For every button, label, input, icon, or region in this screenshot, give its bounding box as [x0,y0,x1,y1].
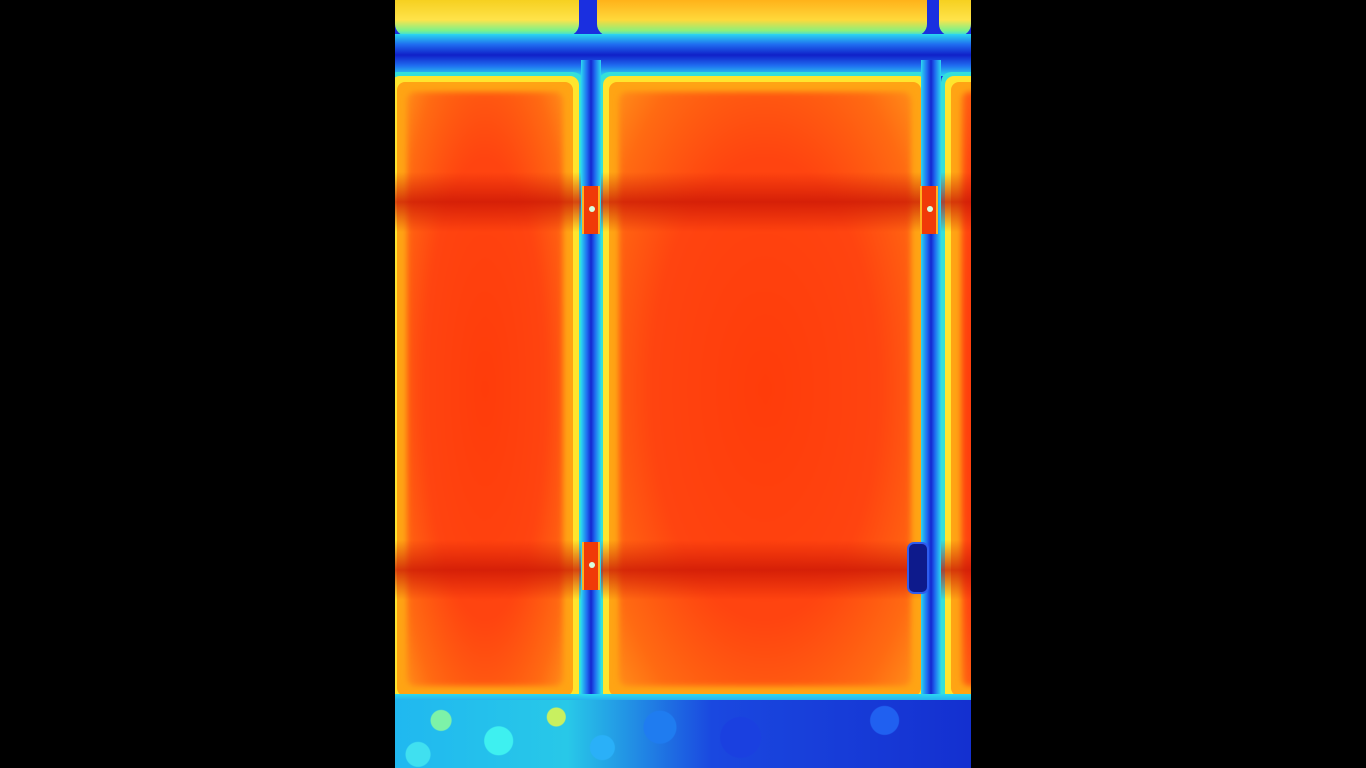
hot-clamp-upper-left [582,186,600,234]
hot-clamp-upper-right [920,186,938,234]
vertical-frame-rail-right [921,60,941,710]
hot-clamp-lower-left [582,542,600,590]
upper-panel-left [395,0,579,36]
ground [395,700,971,768]
upper-panel-center [597,0,927,36]
solar-panel-left [395,72,583,706]
solar-panel-center [599,72,931,706]
letterbox-left [0,0,395,768]
cold-clamp-lower-right [907,542,929,594]
letterbox-right [971,0,1366,768]
vertical-frame-rail-left [581,60,601,710]
solar-panel-right [941,72,971,706]
horizontal-frame-rail [395,34,971,76]
upper-panel-right [939,0,971,36]
thermal-image [395,0,971,768]
